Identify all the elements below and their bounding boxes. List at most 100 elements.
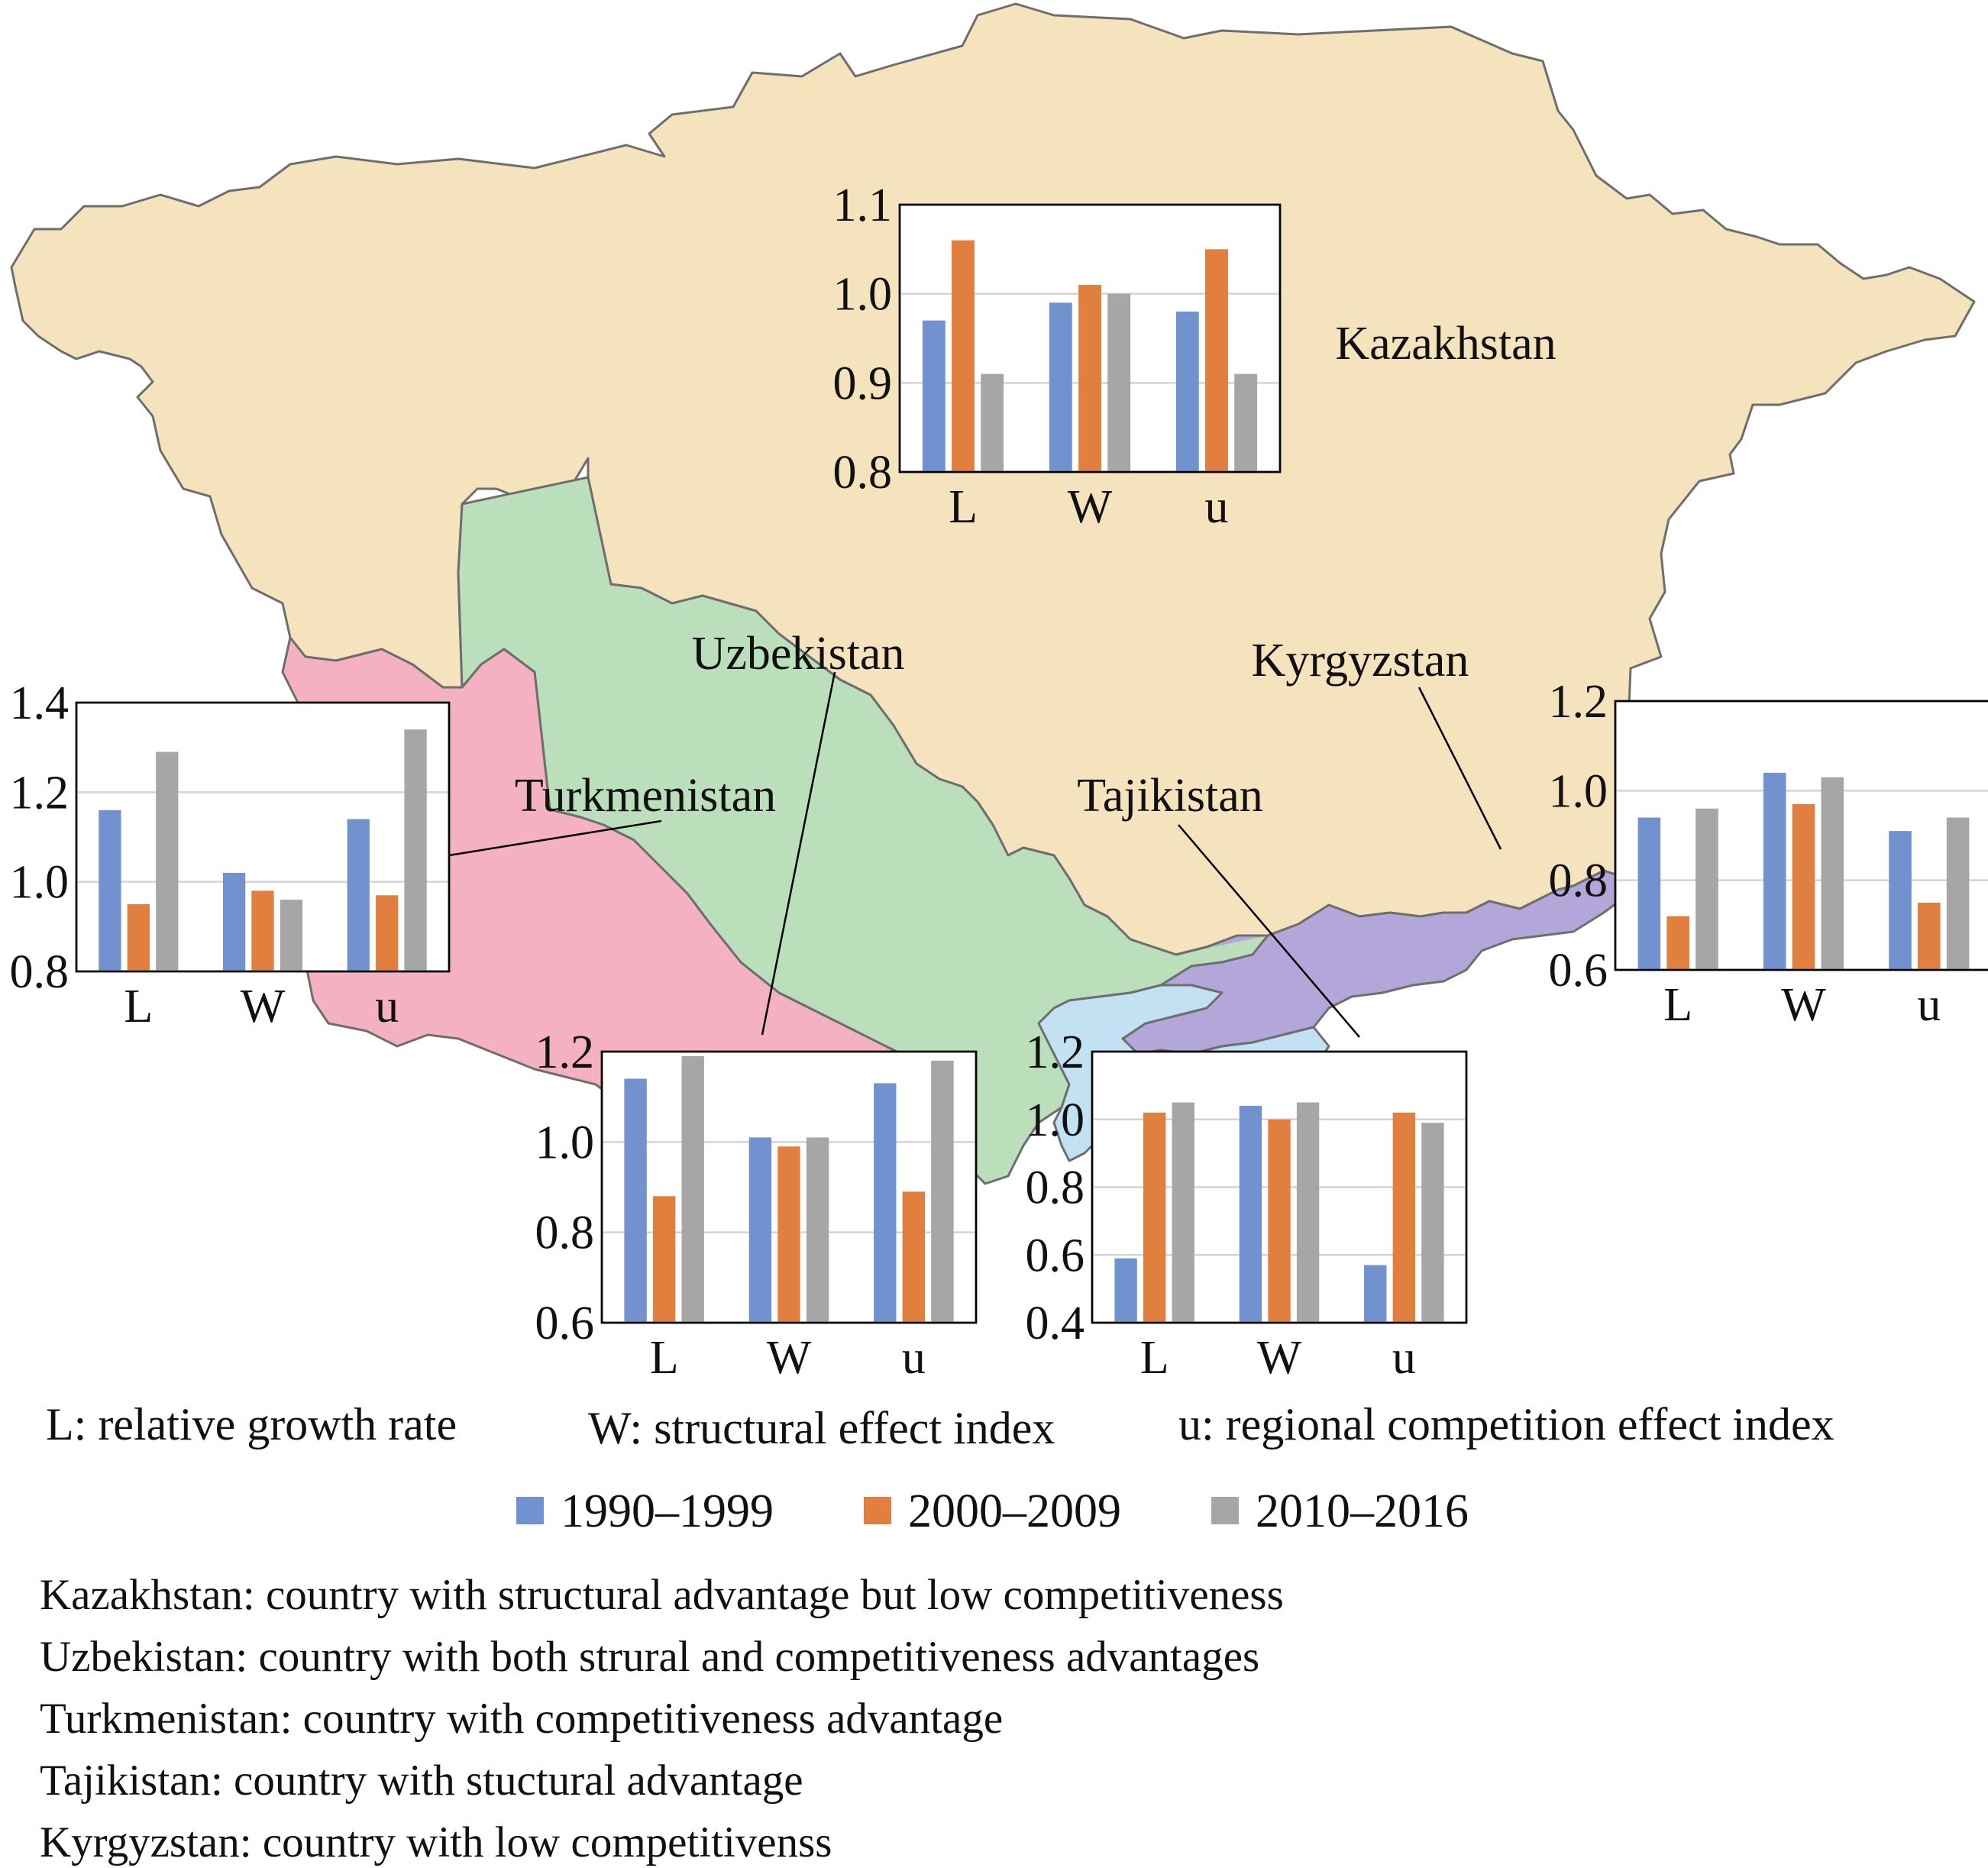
kyrgyzstan-bar-u-2000-2009: [1918, 903, 1941, 970]
definition-u: u: regional competition effect index: [1178, 1399, 1834, 1449]
description-tajikistan: Tajikistan: country with stuctural advan…: [40, 1757, 803, 1805]
tajikistan-y-tick-label: 1.2: [1026, 1026, 1085, 1078]
tajikistan-y-tick-label: 0.4: [1026, 1298, 1085, 1349]
kyrgyzstan-leader-line: [1417, 687, 1502, 850]
tajikistan-chart-border: [1091, 1050, 1468, 1324]
kazakhstan-bar-l-2000-2009: [952, 240, 975, 472]
kyrgyzstan-bar-w-2000-2009: [1792, 803, 1815, 970]
turkmenistan-x-tick-label: u: [375, 981, 399, 1033]
kazakhstan-y-tick-label: 0.8: [833, 447, 893, 499]
uzbekistan-bar-u-1990-1999: [874, 1083, 897, 1323]
uzbekistan-x-tick-label: u: [902, 1332, 926, 1384]
uzbekistan-x-tick-label: W: [767, 1332, 812, 1384]
kazakhstan-x-tick-label: u: [1205, 481, 1229, 533]
kyrgyzstan-chart-border: [1614, 700, 1988, 971]
kyrgyzstan-x-tick-label: u: [1917, 979, 1941, 1031]
kyrgyzstan-bar-l-2010-2016: [1695, 808, 1718, 970]
uzbekistan-y-tick-label: 0.6: [535, 1298, 595, 1349]
kyrgyzstan-bar-w-1990-1999: [1763, 772, 1786, 970]
turkmenistan-bar-w-2010-2016: [280, 900, 303, 971]
kazakhstan-x-tick-label: W: [1068, 481, 1113, 533]
tajikistan-y-tick-label: 0.6: [1026, 1230, 1085, 1281]
central-asia-map: [10, 2, 1976, 1231]
legend-label-2010-2016: 2010–2016: [1256, 1485, 1469, 1537]
country-labels: Kazakhstan Uzbekistan Turkmenistan Tajik…: [515, 318, 1556, 822]
kazakhstan-y-tick-label: 1.0: [833, 269, 893, 321]
tajikistan-bar-l-2000-2009: [1143, 1112, 1166, 1323]
tajikistan-bar-u-1990-1999: [1364, 1265, 1387, 1323]
kazakhstan-bar-l-1990-1999: [922, 320, 946, 472]
country-descriptions: Kazakhstan: country with structural adva…: [40, 1571, 1284, 1866]
turkmenistan-bar-w-2000-2009: [251, 890, 274, 971]
kazakhstan-bar-w-2010-2016: [1107, 293, 1131, 472]
definition-l: L: relative growth rate: [46, 1399, 457, 1449]
turkmenistan-y-tick-label: 0.8: [10, 946, 69, 998]
kyrgyzstan-x-tick-label: L: [1663, 979, 1692, 1031]
turkmenistan-x-tick-label: W: [241, 981, 286, 1033]
kyrgyzstan-bar-l-1990-1999: [1637, 817, 1661, 970]
legend-label-2000-2009: 2000–2009: [908, 1485, 1121, 1537]
uzbekistan-y-tick-label: 1.2: [535, 1026, 595, 1078]
kazakhstan-bar-u-1990-1999: [1175, 312, 1199, 472]
description-kyrgyzstan: Kyrgyzstan: country with low competitive…: [40, 1818, 832, 1866]
kazakhstan-x-tick-label: L: [949, 481, 978, 533]
tajikistan-bar-w-1990-1999: [1239, 1106, 1262, 1323]
turkmenistan-leader-line: [448, 819, 662, 857]
kazakhstan-label: Kazakhstan: [1335, 318, 1556, 370]
legend: 1990–1999 2000–2009 2010–2016: [516, 1485, 1469, 1537]
uzbekistan-leader-line: [761, 671, 836, 1036]
tajikistan-x-tick-label: L: [1140, 1332, 1169, 1384]
legend-swatch-1990-1999: [516, 1497, 544, 1524]
uzbekistan-x-tick-label: L: [650, 1332, 679, 1384]
turkmenistan-bar-w-1990-1999: [222, 872, 246, 971]
turkmenistan-y-tick-label: 1.4: [10, 677, 69, 729]
kyrgyzstan-y-tick-label: 1.2: [1549, 676, 1608, 728]
kyrgyzstan-y-tick-label: 0.6: [1549, 945, 1608, 997]
tajikistan-x-tick-label: u: [1392, 1332, 1416, 1384]
uzbekistan-bar-l-2000-2009: [652, 1196, 676, 1323]
description-uzbekistan: Uzbekistan: country with both strural an…: [40, 1633, 1259, 1681]
tajikistan-x-tick-label: W: [1257, 1332, 1302, 1384]
uzbekistan-y-tick-label: 1.0: [535, 1117, 595, 1168]
turkmenistan-bar-u-2010-2016: [404, 729, 427, 971]
kyrgyzstan-bar-u-2010-2016: [1946, 817, 1970, 970]
tajikistan-bar-w-2000-2009: [1268, 1119, 1291, 1323]
tajikistan-y-tick-label: 1.0: [1026, 1094, 1085, 1146]
turkmenistan-bar-u-2000-2009: [376, 895, 399, 971]
kazakhstan-bar-w-2000-2009: [1078, 285, 1101, 472]
turkmenistan-bar-l-2000-2009: [127, 904, 150, 971]
uzbekistan-chart-border: [600, 1050, 978, 1324]
uzbekistan-bar-u-2000-2009: [902, 1191, 926, 1323]
kyrgyzstan-bar-l-2000-2009: [1666, 916, 1689, 970]
tajikistan-bar-l-1990-1999: [1114, 1258, 1137, 1323]
kazakhstan-chart-border: [898, 203, 1282, 473]
tajikistan-y-tick-label: 0.8: [1026, 1162, 1085, 1214]
tajikistan-label: Tajikistan: [1077, 770, 1263, 822]
turkmenistan-label: Turkmenistan: [515, 770, 776, 822]
turkmenistan-y-tick-label: 1.0: [10, 857, 69, 909]
tajikistan-bar-u-2000-2009: [1392, 1112, 1416, 1323]
kyrgyzstan-bar-u-1990-1999: [1889, 831, 1912, 970]
kazakhstan-bar-u-2010-2016: [1234, 373, 1258, 472]
turkmenistan-x-tick-label: L: [124, 981, 153, 1033]
description-kazakhstan: Kazakhstan: country with structural adva…: [40, 1571, 1284, 1619]
index-definitions: L: relative growth rate W: structural ef…: [46, 1399, 1834, 1453]
uzbekistan-label: Uzbekistan: [692, 628, 905, 680]
kazakhstan-bar-u-2000-2009: [1205, 249, 1228, 472]
legend-label-1990-1999: 1990–1999: [561, 1485, 774, 1537]
kazakhstan-bar-l-2010-2016: [981, 373, 1004, 472]
tajikistan-bar-w-2010-2016: [1296, 1102, 1320, 1323]
kazakhstan-y-tick-label: 0.9: [833, 357, 893, 409]
turkmenistan-bar-l-1990-1999: [99, 810, 121, 971]
uzbekistan-bar-u-2010-2016: [931, 1060, 954, 1323]
leader-lines: [448, 671, 1502, 1038]
description-turkmenistan: Turkmenistan: country with competitivene…: [40, 1695, 1003, 1743]
kyrgyzstan-label: Kyrgyzstan: [1252, 635, 1469, 687]
kazakhstan-y-tick-label: 1.1: [833, 179, 893, 231]
